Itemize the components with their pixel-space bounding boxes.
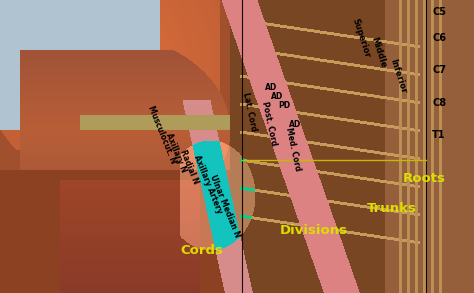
Text: C7: C7 bbox=[432, 65, 447, 75]
Text: PD: PD bbox=[278, 101, 290, 110]
Text: Inferior: Inferior bbox=[389, 58, 408, 95]
Text: Superior: Superior bbox=[351, 17, 372, 59]
Text: C8: C8 bbox=[432, 98, 447, 108]
Text: AD: AD bbox=[289, 120, 301, 129]
Text: Ulnar Median N: Ulnar Median N bbox=[209, 174, 242, 239]
Text: Post. Cord: Post. Cord bbox=[260, 100, 278, 146]
Text: AD: AD bbox=[264, 84, 277, 92]
Text: Axillary N: Axillary N bbox=[164, 131, 188, 173]
Text: T1: T1 bbox=[432, 130, 446, 140]
Text: C5: C5 bbox=[432, 7, 447, 17]
Text: Trunks: Trunks bbox=[367, 202, 417, 214]
Text: Med. Cord: Med. Cord bbox=[284, 127, 302, 172]
Text: AD: AD bbox=[271, 92, 283, 101]
Text: Middle: Middle bbox=[370, 36, 388, 69]
Text: C6: C6 bbox=[432, 33, 447, 43]
Text: Musculocut. N: Musculocut. N bbox=[146, 105, 177, 165]
Text: Roots: Roots bbox=[403, 172, 446, 185]
Text: Axillary Artery: Axillary Artery bbox=[192, 154, 224, 215]
Text: Lat. Cord: Lat. Cord bbox=[241, 91, 258, 132]
Text: Cords: Cords bbox=[180, 244, 223, 257]
Text: Radial N: Radial N bbox=[178, 149, 200, 185]
Text: Divisions: Divisions bbox=[280, 224, 347, 236]
